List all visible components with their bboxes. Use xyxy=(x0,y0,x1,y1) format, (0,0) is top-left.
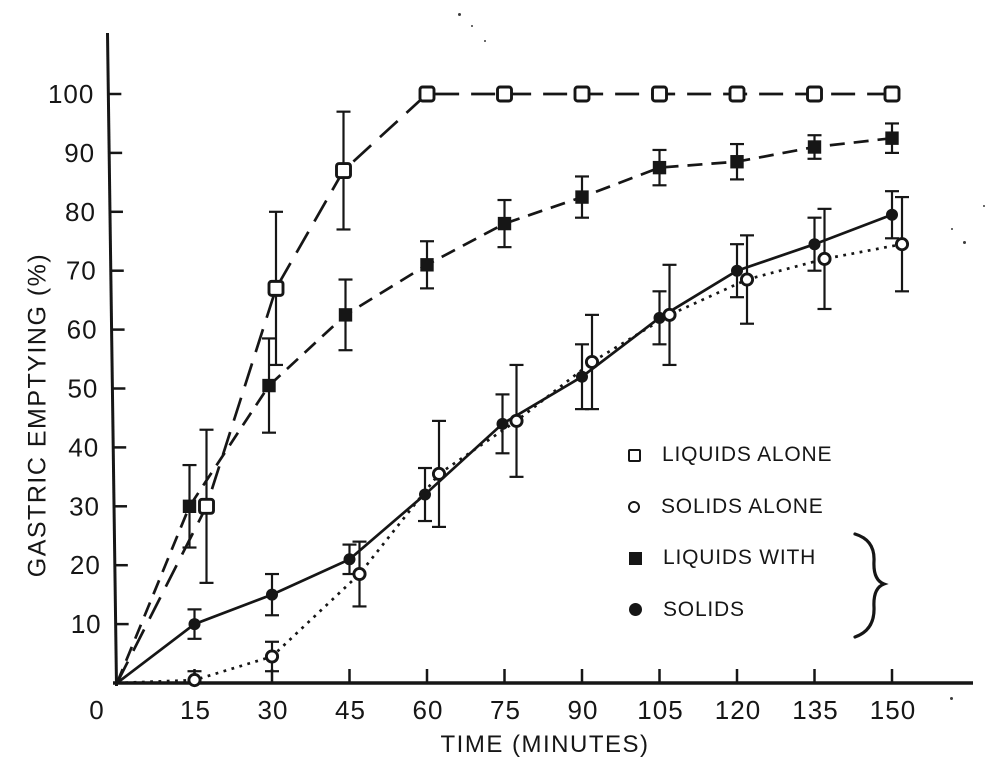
x-tick-label: 60 xyxy=(413,695,444,725)
legend-item-liquids-alone: LIQUIDS ALONE xyxy=(628,443,918,467)
series-line-liquids-alone xyxy=(115,92,892,684)
scan-speck xyxy=(950,697,953,700)
legend-item-solids-alone: SOLIDS ALONE xyxy=(628,495,918,519)
open-circle-marker xyxy=(739,272,755,287)
filled-circle-marker xyxy=(188,618,201,631)
open-circle-marker xyxy=(431,466,447,481)
filled-circle-marker xyxy=(266,588,279,601)
open-square-marker xyxy=(267,279,285,297)
x-tick-label: 30 xyxy=(258,695,289,725)
open-square-marker xyxy=(418,85,436,103)
legend-grouping-brace xyxy=(853,532,889,639)
scan-speck xyxy=(471,25,473,27)
open-circle-marker-icon xyxy=(628,500,640,513)
open-circle-marker xyxy=(352,566,367,582)
y-tick-label: 90 xyxy=(64,138,95,168)
filled-circle-marker xyxy=(343,553,356,566)
x-axis-title: TIME (MINUTES) xyxy=(440,731,650,758)
open-square-marker xyxy=(728,85,746,103)
legend: LIQUIDS ALONE SOLIDS ALONE LIQUIDS WITH … xyxy=(628,443,918,649)
filled-circle-marker xyxy=(808,238,821,251)
filled-square-marker xyxy=(182,499,197,513)
y-tick-label: 80 xyxy=(65,197,96,227)
filled-circle-marker-icon xyxy=(629,603,642,616)
y-tick-label: 50 xyxy=(67,374,98,404)
filled-circle-marker xyxy=(576,370,589,383)
open-square-marker xyxy=(573,85,591,103)
filled-square-marker xyxy=(730,155,744,169)
open-circle-marker xyxy=(509,413,524,428)
series-line-liquids-with xyxy=(115,136,893,684)
filled-square-marker xyxy=(420,258,434,272)
y-tick-label: 100 xyxy=(48,79,94,109)
legend-item-liquids-with: LIQUIDS WITH xyxy=(628,546,918,570)
open-square-marker xyxy=(883,85,901,103)
filled-circle-marker xyxy=(886,208,899,221)
filled-square-marker xyxy=(885,131,899,145)
x-tick-label: 150 xyxy=(870,695,916,725)
legend-item-solids: SOLIDS xyxy=(628,598,918,622)
legend-label: SOLIDS xyxy=(663,597,745,621)
open-square-marker xyxy=(496,85,513,103)
filled-square-marker xyxy=(338,308,353,322)
filled-square-marker xyxy=(497,216,512,231)
open-circle-marker xyxy=(264,649,280,664)
x-tick-label: 0 xyxy=(89,695,104,725)
scan-speck xyxy=(963,241,966,244)
y-axis-title: GASTRIC EMPTYING (%) xyxy=(23,252,52,578)
filled-square-marker xyxy=(652,160,667,175)
filled-square-marker xyxy=(262,378,276,393)
y-tick-label: 70 xyxy=(66,256,97,286)
open-square-marker xyxy=(806,85,823,103)
scan-speck xyxy=(983,205,985,207)
y-tick-label: 60 xyxy=(67,315,98,345)
y-axis-line xyxy=(106,32,118,687)
open-square-marker xyxy=(198,497,215,515)
scan-speck xyxy=(484,40,486,42)
y-tick-label: 30 xyxy=(69,491,100,521)
scan-speck xyxy=(458,13,461,16)
open-circle-marker xyxy=(584,354,600,370)
open-circle-marker xyxy=(817,251,832,266)
open-square-marker xyxy=(651,85,668,103)
y-tick-label: 10 xyxy=(71,609,102,639)
x-tick-label: 90 xyxy=(568,695,599,725)
open-circle-marker xyxy=(662,307,677,322)
x-tick-label: 120 xyxy=(715,695,761,725)
filled-circle-marker xyxy=(496,417,509,430)
open-circle-marker xyxy=(187,673,202,688)
x-tick-label: 45 xyxy=(335,695,366,725)
filled-circle-marker xyxy=(731,264,744,277)
open-square-marker-icon xyxy=(628,448,641,462)
x-tick-label: 135 xyxy=(792,695,838,725)
legend-label: LIQUIDS ALONE xyxy=(662,443,833,466)
legend-label: SOLIDS ALONE xyxy=(661,494,824,518)
scan-speck xyxy=(951,228,953,230)
x-tick-label: 75 xyxy=(490,695,521,725)
filled-square-marker xyxy=(575,190,589,204)
filled-circle-marker xyxy=(419,488,432,501)
open-square-marker xyxy=(335,162,352,180)
x-tick-label: 15 xyxy=(180,695,211,725)
open-circle-marker xyxy=(894,237,910,252)
y-tick-label: 40 xyxy=(68,432,99,462)
y-tick-label: 20 xyxy=(70,550,101,580)
filled-square-marker-icon xyxy=(629,551,642,565)
filled-square-marker xyxy=(807,140,822,154)
legend-label: LIQUIDS WITH xyxy=(663,546,817,569)
x-tick-label: 105 xyxy=(637,695,683,725)
